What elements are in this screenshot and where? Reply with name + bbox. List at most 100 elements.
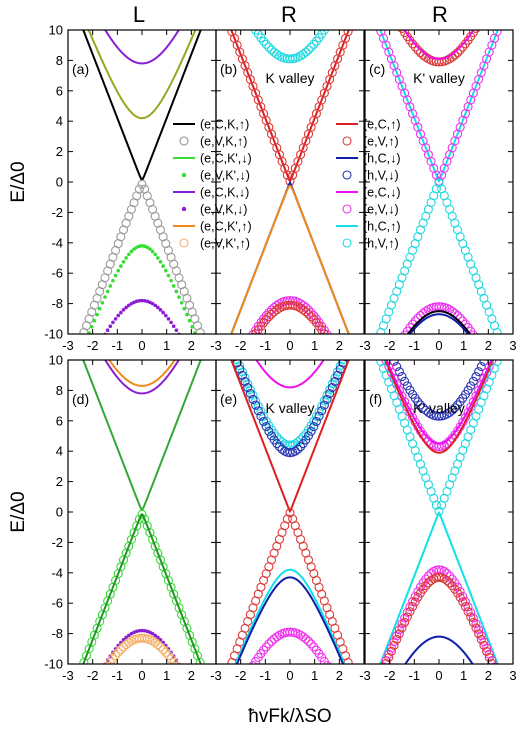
y-tick-label: -8 xyxy=(51,296,63,311)
panel-a-series-5-point xyxy=(169,320,173,325)
x-tick-label: -3 xyxy=(359,338,371,353)
panel-e-series-2-point xyxy=(330,376,340,387)
panel-a-series-5-point xyxy=(105,328,110,333)
panel-e-series-2-point xyxy=(306,426,316,436)
panel-e-series-2-point xyxy=(264,426,274,436)
panel-a-series-3-point xyxy=(156,256,160,260)
panel-a-series-5-point xyxy=(163,313,168,318)
panel-e-series-1-point xyxy=(248,390,258,400)
panel-b-series-6-point xyxy=(250,333,256,334)
panel-f-series-6-point xyxy=(405,602,415,612)
legend-label: (e,C,↑) xyxy=(363,118,401,132)
panel-f-series-0-point xyxy=(447,405,457,415)
panel-a-series-5-point xyxy=(156,305,160,310)
panel-d-series-3-markers xyxy=(79,509,205,664)
x-tick-label: -2 xyxy=(87,668,99,683)
panel-a-series-4-line xyxy=(104,30,180,65)
x-tick-label: -3 xyxy=(359,668,371,683)
panel-e-series-2-point xyxy=(309,421,319,432)
panel-f-series-6-point xyxy=(386,643,396,653)
panel-c: -3 -2 -1 0 1 2 3 (c) K' valley xyxy=(359,29,517,353)
panel-e-series-2-point xyxy=(293,444,303,454)
panel-f-series-6-point xyxy=(471,619,481,629)
panel-b-series-2-markers xyxy=(227,21,355,186)
x-tick-label: -1 xyxy=(409,338,421,353)
column-header-left: L xyxy=(133,2,145,27)
panel-e-series-2-point xyxy=(248,394,258,404)
panel-a-series-5-point xyxy=(161,310,165,315)
panel-e-series-2-point xyxy=(277,444,287,454)
panel-d-series-5-point xyxy=(101,667,105,671)
panel-a-series-5-point xyxy=(111,320,115,325)
panel-d-series-6-point xyxy=(155,642,166,652)
panel-f-series-7-point xyxy=(405,607,415,617)
panel-e-series-2-point xyxy=(251,400,261,410)
legend-label: (e,V,↓) xyxy=(363,203,399,217)
x-tick-label: -3 xyxy=(210,668,222,683)
legend-label: (e,V,↑) xyxy=(363,135,399,149)
panel-e-series-1-point xyxy=(311,411,321,421)
panel-e-series-4-point xyxy=(343,657,353,664)
panel-e-series-4-point xyxy=(347,665,355,673)
panel-f-curves xyxy=(376,360,502,664)
x-axis-title: ħvFk/λSO xyxy=(248,706,331,727)
panel-b-series-0-point xyxy=(309,39,319,49)
panel-b-curves xyxy=(227,21,355,334)
panel-b-series-2-point xyxy=(343,30,353,37)
x-tick-label: 2 xyxy=(188,668,195,683)
column-header-middle: R xyxy=(281,2,297,27)
panel-f-series-6-point xyxy=(397,619,407,629)
panel-c-series-1-line xyxy=(403,30,475,60)
panel-b-series-6-point xyxy=(272,305,282,315)
panel-f-series-4-markers xyxy=(376,360,502,516)
panel-d-series-1-line xyxy=(104,360,180,395)
y-tick-label: 10 xyxy=(49,353,63,368)
x-tick-label: 1 xyxy=(311,668,318,683)
panel-d-series-6-point xyxy=(124,638,134,648)
panel-f-series-2-line xyxy=(385,360,493,445)
panel-a-series-5-point xyxy=(166,317,171,321)
panel-b-series-2-point xyxy=(347,21,355,29)
legend-left-entry: (e,V,K,↓) xyxy=(181,203,247,217)
panel-c-series-3-markers xyxy=(376,30,502,186)
panel-f-series-6-point xyxy=(442,568,452,578)
panel-a-series-3-point xyxy=(179,301,184,305)
panel-f-series-7-point xyxy=(421,581,431,591)
panel-f-series-6-point xyxy=(384,649,394,659)
y-tick-label: -10 xyxy=(44,327,63,342)
panel-d-series-6-point xyxy=(103,661,112,664)
panel-b-series-0-point xyxy=(261,39,271,49)
panel-c-series-0-point xyxy=(471,30,481,33)
panel-c-series-4-point xyxy=(492,327,502,334)
x-tick-label: 1 xyxy=(163,338,170,353)
panel-c-series-4-point xyxy=(434,178,444,188)
legend-swatch-circle xyxy=(342,204,352,214)
panel-f-series-7-point xyxy=(402,612,412,622)
panel-a-series-5-point xyxy=(108,324,113,329)
panel-f-series-6-point xyxy=(394,625,404,635)
panel-a-series-3-point xyxy=(166,273,171,278)
panel-f-series-6-point xyxy=(484,649,494,659)
panel-e-series-4-point xyxy=(285,508,295,518)
panel-a-series-5-point xyxy=(158,308,163,312)
panel-d-series-6-point xyxy=(161,647,171,657)
panel-b-series-0-point xyxy=(306,42,316,52)
panel-a-series-3-point xyxy=(193,331,197,334)
x-tick-label: 1 xyxy=(460,338,467,353)
panel-e-series-5-line xyxy=(234,568,346,664)
y-tick-label: 0 xyxy=(56,505,63,520)
panel-b-series-6-point xyxy=(303,309,314,319)
panel-e-series-2-point xyxy=(317,406,327,416)
panel-d-series-5-point xyxy=(150,631,155,636)
x-tick-label: 0 xyxy=(138,668,145,683)
x-tick-label: 0 xyxy=(138,338,145,353)
column-header-right: R xyxy=(432,2,448,27)
panel-b-series-6-point xyxy=(301,307,311,317)
panel-e-series-7-point xyxy=(309,642,319,652)
panel-e-series-2-point xyxy=(311,416,321,427)
panel-e-series-7-point xyxy=(248,661,258,664)
panel-e-series-2-point xyxy=(325,388,335,399)
panel-f-series-7-point xyxy=(445,578,455,588)
legend-swatch-circle xyxy=(342,170,352,180)
